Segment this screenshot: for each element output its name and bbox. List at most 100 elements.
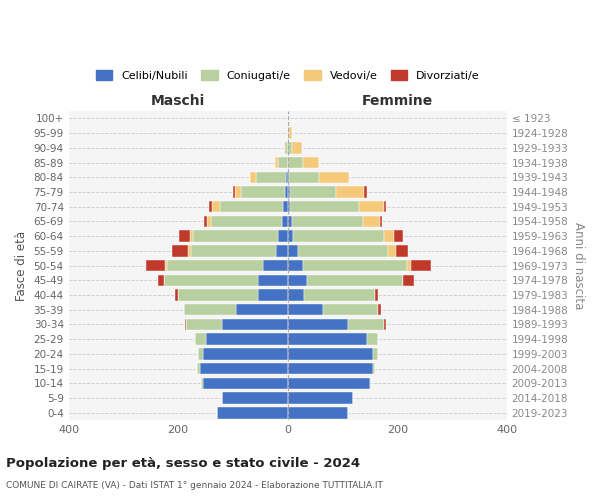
Bar: [283, 201, 287, 212]
Bar: [287, 392, 353, 404]
Legend: Celibi/Nubili, Coniugati/e, Vedovi/e, Divorziati/e: Celibi/Nubili, Coniugati/e, Vedovi/e, Di…: [92, 67, 483, 84]
Bar: [373, 348, 378, 360]
Bar: [175, 290, 178, 301]
Bar: [191, 245, 275, 256]
Bar: [178, 290, 257, 301]
Bar: [172, 245, 188, 256]
Bar: [287, 290, 304, 301]
Bar: [348, 318, 383, 330]
Bar: [383, 318, 386, 330]
Bar: [257, 290, 287, 301]
Bar: [287, 318, 348, 330]
Bar: [303, 157, 319, 168]
Bar: [412, 260, 431, 272]
Bar: [167, 260, 263, 272]
Bar: [285, 186, 287, 198]
Bar: [289, 128, 292, 139]
Bar: [287, 172, 289, 183]
Bar: [257, 274, 287, 286]
Y-axis label: Fasce di età: Fasce di età: [15, 230, 28, 300]
Bar: [284, 142, 285, 154]
Bar: [206, 334, 287, 345]
Bar: [290, 186, 337, 198]
Bar: [203, 348, 287, 360]
Bar: [201, 378, 203, 389]
Bar: [197, 363, 200, 374]
Bar: [388, 245, 396, 256]
Bar: [287, 334, 367, 345]
Bar: [193, 230, 278, 242]
Bar: [287, 363, 373, 374]
Bar: [287, 407, 348, 418]
Bar: [323, 304, 378, 316]
Bar: [367, 334, 378, 345]
Bar: [319, 172, 349, 183]
Bar: [233, 186, 235, 198]
Bar: [394, 230, 403, 242]
Bar: [383, 201, 386, 212]
Bar: [364, 186, 367, 198]
Bar: [282, 216, 287, 227]
Bar: [298, 245, 388, 256]
Bar: [222, 318, 287, 330]
Bar: [209, 201, 212, 212]
Bar: [220, 201, 283, 212]
Bar: [292, 142, 302, 154]
Bar: [179, 230, 190, 242]
Bar: [250, 172, 256, 183]
Bar: [383, 230, 394, 242]
Bar: [407, 260, 412, 272]
Bar: [289, 172, 319, 183]
Bar: [287, 201, 290, 212]
Bar: [222, 392, 287, 404]
Bar: [287, 157, 303, 168]
Bar: [212, 201, 220, 212]
Bar: [194, 334, 206, 345]
Bar: [287, 216, 292, 227]
Bar: [286, 172, 287, 183]
Y-axis label: Anni di nascita: Anni di nascita: [572, 222, 585, 310]
Bar: [287, 304, 323, 316]
Bar: [363, 216, 380, 227]
Bar: [184, 304, 236, 316]
Text: Popolazione per età, sesso e stato civile - 2024: Popolazione per età, sesso e stato civil…: [6, 458, 360, 470]
Bar: [241, 186, 285, 198]
Bar: [373, 363, 376, 374]
Bar: [376, 290, 378, 301]
Bar: [293, 230, 383, 242]
Bar: [290, 201, 359, 212]
Text: Maschi: Maschi: [151, 94, 205, 108]
Bar: [287, 274, 307, 286]
Bar: [287, 142, 292, 154]
Bar: [199, 348, 203, 360]
Bar: [287, 378, 370, 389]
Bar: [303, 260, 407, 272]
Bar: [200, 363, 287, 374]
Bar: [380, 216, 382, 227]
Bar: [287, 186, 290, 198]
Bar: [278, 230, 287, 242]
Bar: [337, 186, 364, 198]
Bar: [188, 245, 191, 256]
Bar: [158, 274, 164, 286]
Bar: [164, 274, 257, 286]
Bar: [190, 230, 193, 242]
Bar: [204, 216, 206, 227]
Bar: [203, 378, 287, 389]
Bar: [165, 260, 167, 272]
Bar: [275, 245, 287, 256]
Bar: [370, 378, 371, 389]
Bar: [263, 260, 287, 272]
Bar: [185, 318, 187, 330]
Bar: [287, 260, 303, 272]
Bar: [256, 172, 286, 183]
Bar: [236, 304, 287, 316]
Bar: [378, 304, 381, 316]
Bar: [235, 186, 241, 198]
Text: Femmine: Femmine: [362, 94, 433, 108]
Bar: [217, 407, 287, 418]
Bar: [292, 216, 363, 227]
Bar: [146, 260, 165, 272]
Bar: [287, 348, 373, 360]
Bar: [359, 201, 383, 212]
